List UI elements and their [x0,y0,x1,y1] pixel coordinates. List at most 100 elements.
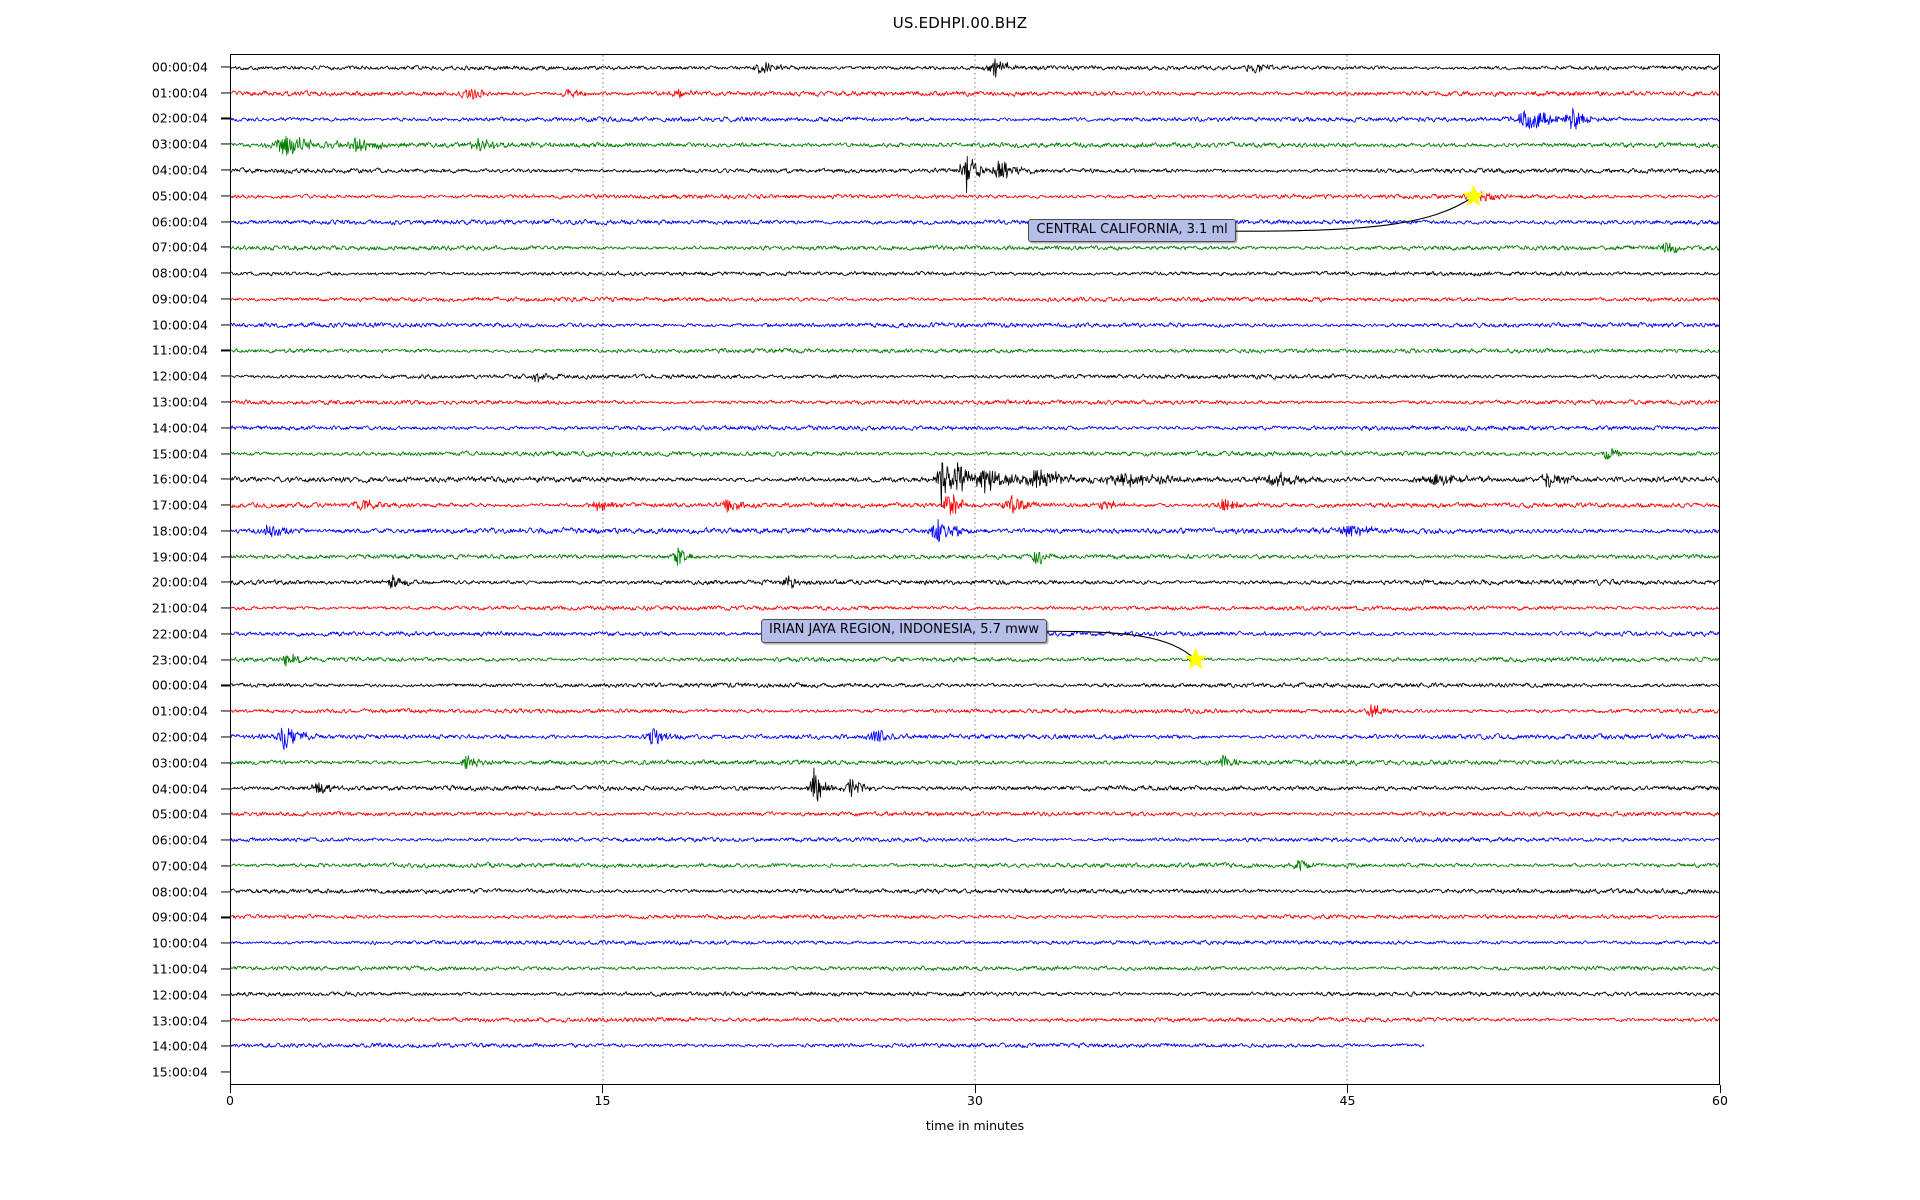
seismic-trace [231,704,1719,718]
y-tick-mark [221,401,230,403]
x-axis-title: time in minutes [925,1118,1025,1133]
y-tick-label: 12:00:04 [151,987,208,1003]
seismic-trace [231,107,1719,130]
y-tick-label: 00:00:04 [151,677,208,693]
seismic-trace [231,836,1719,843]
y-tick-label: 21:00:04 [151,600,208,616]
y-tick-mark [221,736,230,738]
seismic-trace [231,155,1719,194]
seismic-trace [231,242,1719,254]
y-tick-label: 14:00:04 [151,420,208,436]
y-tick-label: 11:00:04 [151,342,208,358]
plot-area [230,54,1720,1085]
earthquake-annotation-label[interactable]: CENTRAL CALIFORNIA, 3.1 ml [1028,218,1236,243]
seismic-trace [231,518,1719,543]
y-tick-mark [221,813,230,815]
x-axis: 0 15 30 45 60 [226,1085,1728,1125]
y-tick-mark [221,504,230,506]
x-tick-mark [229,1085,231,1093]
earthquake-star-marker[interactable] [1184,647,1207,670]
y-tick-mark [221,1020,230,1022]
seismic-trace [231,965,1719,972]
x-tick-label: 0 [226,1093,234,1108]
y-tick-label: 08:00:04 [151,265,208,281]
seismic-trace [231,810,1719,817]
seismic-trace [231,399,1719,406]
y-axis: 00:00:04 01:00:04 02:00:04 03:00:04 04:00:04… [0,54,230,1085]
y-tick-label: 17:00:04 [151,497,208,513]
y-tick-label: 13:00:04 [151,394,208,410]
y-tick-label: 03:00:04 [151,755,208,771]
y-tick-label: 14:00:04 [151,1038,208,1054]
y-tick-mark [221,633,230,635]
y-tick-mark [221,865,230,867]
seismic-trace [231,58,1719,78]
seismic-trace [231,547,1719,566]
y-tick-mark [221,169,230,171]
y-tick-mark [221,92,230,94]
seismic-trace [231,347,1719,354]
y-tick-label: 04:00:04 [151,162,208,178]
y-tick-mark [221,968,230,970]
seismic-trace [231,727,1719,751]
annotation-leader-line [1235,196,1474,232]
y-tick-mark [221,684,230,687]
y-tick-mark [221,1071,230,1073]
seismic-trace [231,218,1719,226]
y-tick-label: 06:00:04 [151,832,208,848]
x-tick-mark [602,1085,604,1093]
y-tick-mark [221,994,230,996]
y-tick-mark [221,788,230,790]
earthquake-annotation-label[interactable]: IRIAN JAYA REGION, INDONESIA, 5.7 mww [761,619,1048,644]
y-tick-mark [221,195,230,197]
seismic-trace [231,887,1719,895]
y-tick-mark [221,375,230,377]
y-tick-label: 06:00:04 [151,214,208,230]
seismic-trace [231,296,1719,303]
y-tick-mark [221,839,230,841]
seismic-trace [231,270,1719,277]
y-tick-mark [221,272,230,274]
seismic-trace [231,1042,1425,1049]
y-tick-label: 22:00:04 [151,626,208,642]
y-tick-mark [221,1045,230,1047]
earthquake-star-marker[interactable] [1462,184,1485,207]
seismic-trace [231,494,1719,515]
y-tick-label: 01:00:04 [151,85,208,101]
seismic-trace [231,1016,1719,1023]
y-tick-label: 07:00:04 [151,858,208,874]
y-tick-mark [221,710,230,712]
y-tick-label: 18:00:04 [151,523,208,539]
seismic-trace [231,135,1719,156]
x-tick-label: 30 [967,1093,983,1108]
y-tick-label: 13:00:04 [151,1013,208,1029]
x-tick-label: 15 [594,1093,611,1108]
seismic-trace [231,448,1719,460]
y-tick-label: 16:00:04 [151,471,208,487]
y-tick-mark [221,659,230,661]
y-tick-mark [221,478,230,480]
seismic-trace [231,372,1719,383]
seismic-trace [231,462,1719,508]
y-tick-mark [221,246,230,248]
y-tick-label: 12:00:04 [151,368,208,384]
seismic-trace [231,88,1719,100]
seismic-trace [231,991,1719,997]
y-tick-label: 05:00:04 [151,188,208,204]
y-tick-label: 02:00:04 [151,729,208,745]
y-tick-mark [221,942,230,944]
y-tick-label: 08:00:04 [151,884,208,900]
x-tick-mark [1347,1085,1349,1093]
seismic-trace [231,913,1719,920]
y-tick-mark [221,349,230,351]
y-tick-label: 15:00:04 [151,446,208,461]
y-tick-mark [221,581,230,583]
y-tick-label: 04:00:04 [151,781,208,797]
x-tick-label: 45 [1339,1093,1356,1108]
x-tick-label: 60 [1712,1093,1728,1108]
seismic-trace [231,653,1719,667]
y-tick-mark [221,298,230,300]
y-tick-mark [221,452,230,455]
y-tick-label: 19:00:04 [151,549,208,565]
seismic-trace [231,939,1719,946]
